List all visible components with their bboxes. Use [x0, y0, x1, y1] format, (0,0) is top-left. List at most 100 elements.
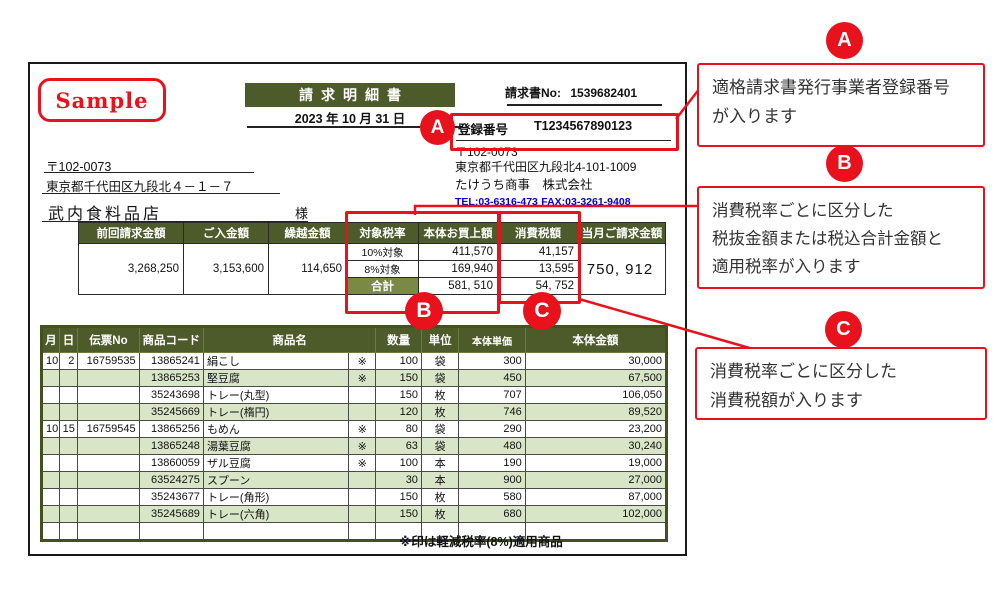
detail-header: 商品名	[202, 326, 377, 353]
invoice-number-underline	[507, 104, 662, 106]
detail-header: 伝票No	[77, 326, 140, 353]
detail-cell-qty: 80	[375, 420, 422, 438]
detail-cell-item_name: もめん	[202, 420, 350, 438]
tax-rate-label: 10%対象	[346, 243, 419, 261]
detail-cell-month	[41, 522, 60, 541]
detail-cell-amount: 30,240	[524, 437, 668, 455]
annotation-badge-c: C	[825, 311, 862, 348]
summary-header: 消費税額	[497, 222, 579, 244]
detail-cell-amount: 19,000	[524, 454, 668, 472]
detail-cell-amount: 89,520	[524, 403, 668, 421]
detail-cell-slip_no	[77, 403, 140, 421]
detail-cell-unit_price: 480	[458, 437, 526, 455]
detail-cell-unit_price: 900	[458, 471, 526, 489]
detail-cell-slip_no	[77, 437, 140, 455]
detail-cell-month	[41, 437, 60, 455]
reduced-tax-footnote: ※印は軽減税率(8%)適用商品	[399, 535, 563, 549]
date-underline	[247, 126, 461, 128]
detail-cell-qty: 150	[375, 386, 422, 404]
annotation-box-b: 消費税率ごとに区分した 税抜金額または税込合計金額と 適用税率が入ります	[697, 186, 985, 289]
detail-cell-amount: 106,050	[524, 386, 668, 404]
detail-cell-item_name	[202, 522, 350, 541]
detail-row: 10 15 16759545 13865256 もめん ※ 80 袋 290 23,200	[41, 420, 668, 438]
detail-cell-amount: 67,500	[524, 369, 668, 387]
detail-cell-reduced	[348, 522, 377, 541]
detail-cell-unit: 枚	[420, 488, 460, 506]
detail-cell-item_code: 35243677	[138, 488, 204, 506]
detail-cell-reduced	[348, 471, 377, 489]
tax-base-amount: 169,940	[418, 260, 498, 278]
detail-cell-month: 10	[41, 420, 60, 438]
detail-cell-qty: 63	[375, 437, 422, 455]
detail-cell-reduced: ※	[348, 437, 377, 455]
detail-cell-unit: 本	[420, 471, 460, 489]
detail-cell-month	[41, 454, 60, 472]
annotation-text: 適格請求書発行事業者登録番号	[712, 78, 950, 97]
detail-cell-item_code: 63524275	[138, 471, 204, 489]
detail-row: 13865253 堅豆腐 ※ 150 袋 450 67,500	[41, 369, 668, 387]
carryover-amount: 114,650	[268, 243, 347, 295]
detail-cell-qty: 100	[375, 352, 422, 370]
detail-cell-unit_price	[458, 522, 526, 541]
annotation-text: 適用税率が入ります	[712, 258, 861, 277]
detail-header: 数量	[375, 326, 422, 353]
detail-cell-unit: 袋	[420, 437, 460, 455]
detail-cell-slip_no	[77, 386, 140, 404]
detail-cell-unit_price: 300	[458, 352, 526, 370]
annotation-text: 消費税額が入ります	[710, 390, 863, 410]
summary-header: 当月ご請求金額	[578, 222, 666, 244]
detail-cell-unit: 袋	[420, 369, 460, 387]
detail-cell-amount: 30,000	[524, 352, 668, 370]
callout-badge-c-invoice: C	[523, 292, 561, 330]
detail-cell-item_name: ザル豆腐	[202, 454, 350, 472]
summary-header: 対象税率	[346, 222, 419, 244]
summary-header-row: 前回請求金額 ご入金額 繰越金額 対象税率 本体お買上額 消費税額 当月ご請求金…	[78, 222, 666, 244]
annotation-text: 税抜金額または税込合計金額と	[712, 230, 943, 249]
registration-underline	[456, 140, 671, 141]
tax-total: 54, 752	[497, 277, 579, 295]
sender-address: 東京都千代田区九段北4-101-1009	[455, 160, 637, 175]
detail-cell-unit: 枚	[420, 386, 460, 404]
current-billing-amount: 750, 912	[578, 243, 666, 295]
sender-company: たけうち商事 株式会社	[455, 177, 593, 192]
detail-cell-unit_price: 450	[458, 369, 526, 387]
detail-cell-day	[58, 369, 79, 387]
detail-cell-month	[41, 488, 60, 506]
detail-row: 10 2 16759535 13865241 絹こし ※ 100 袋 300 30,000	[41, 352, 668, 370]
detail-cell-reduced	[348, 403, 377, 421]
detail-cell-item_name: トレー(角形)	[202, 488, 350, 506]
detail-cell-amount	[524, 522, 668, 541]
detail-cell-month	[41, 369, 60, 387]
detail-cell-item_name: トレー(六角)	[202, 505, 350, 523]
highlight-box-registration	[450, 113, 679, 151]
annotation-box-c: 消費税率ごとに区分した 消費税額が入ります	[695, 347, 987, 420]
detail-cell-day	[58, 505, 79, 523]
detail-cell-item_code: 35245689	[138, 505, 204, 523]
detail-cell-item_code: 35245669	[138, 403, 204, 421]
detail-table: 月 日 伝票No 商品コード 商品名 数量 単位 本体単価 本体金額 10 2 16…	[40, 325, 668, 542]
detail-cell-day: 15	[58, 420, 79, 438]
detail-cell-reduced	[348, 386, 377, 404]
summary-table: 前回請求金額 ご入金額 繰越金額 対象税率 本体お買上額 消費税額 当月ご請求金…	[78, 222, 666, 295]
detail-header: 単位	[420, 326, 460, 353]
payment-amount: 3,153,600	[183, 243, 269, 295]
detail-cell-unit: 本	[420, 454, 460, 472]
summary-header: 繰越金額	[268, 222, 347, 244]
sender-fax-link[interactable]: FAX:03-3261-9408	[541, 195, 631, 208]
detail-cell-item_name: 湯葉豆腐	[202, 437, 350, 455]
detail-cell-qty: 150	[375, 505, 422, 523]
detail-header: 本体単価	[458, 326, 526, 353]
detail-cell-amount: 87,000	[524, 488, 668, 506]
summary-header: 本体お買上額	[418, 222, 498, 244]
detail-cell-slip_no	[77, 505, 140, 523]
sample-stamp: Sample	[38, 78, 166, 122]
detail-cell-unit_price: 290	[458, 420, 526, 438]
summary-row: 3,268,250 3,153,600 114,650 10%対象 411,57…	[78, 243, 666, 295]
detail-cell-amount: 23,200	[524, 420, 668, 438]
detail-cell-month	[41, 386, 60, 404]
sender-tel-link[interactable]: TEL:03-6316-473	[455, 195, 538, 208]
detail-cell-month	[41, 471, 60, 489]
detail-row	[41, 522, 668, 541]
detail-header: 日	[58, 326, 79, 353]
detail-cell-slip_no	[77, 471, 140, 489]
